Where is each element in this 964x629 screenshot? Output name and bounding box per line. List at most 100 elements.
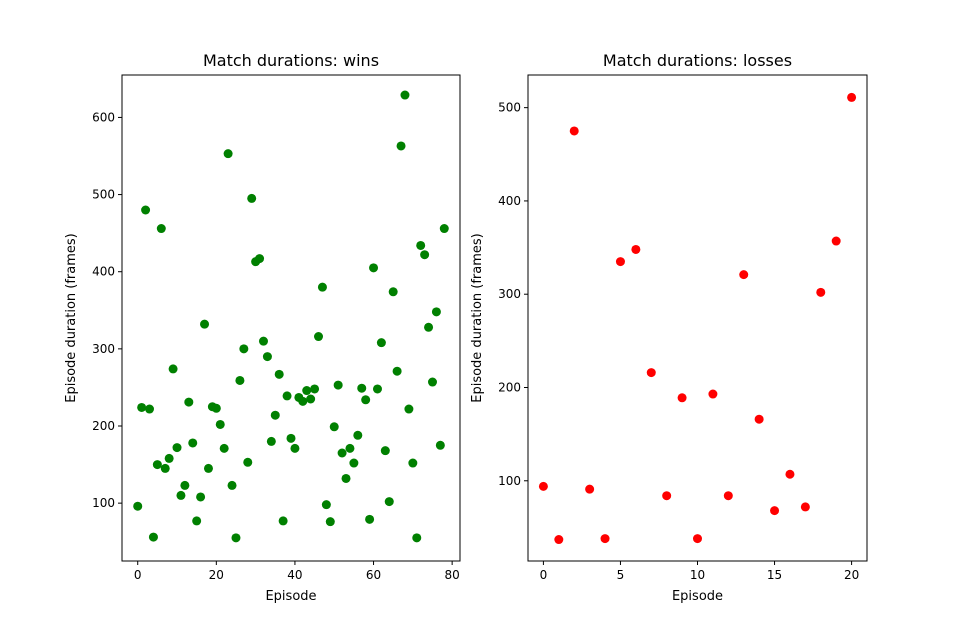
wins-data-point bbox=[235, 375, 245, 385]
wins-data-point bbox=[317, 282, 327, 292]
losses-y-tick-label: 400 bbox=[498, 194, 521, 208]
wins-y-axis-label: Episode duration (frames) bbox=[64, 233, 79, 403]
wins-data-point bbox=[365, 514, 375, 524]
wins-data-point bbox=[424, 322, 434, 332]
wins-y-tick-label: 100 bbox=[92, 496, 115, 510]
wins-data-point bbox=[372, 384, 382, 394]
wins-ticks: 0 20 40 60 80 100 200 300 400 500 600 bbox=[92, 110, 460, 582]
losses-data-point bbox=[816, 287, 826, 297]
wins-data-point bbox=[247, 193, 257, 203]
wins-x-tick-label: 20 bbox=[209, 568, 224, 582]
losses-x-tick-label: 10 bbox=[690, 568, 705, 582]
wins-data-point bbox=[420, 250, 430, 260]
losses-data-point bbox=[677, 393, 687, 403]
wins-data-point bbox=[345, 443, 355, 453]
losses-data-point bbox=[847, 92, 857, 102]
wins-data-point bbox=[188, 438, 198, 448]
wins-data-point bbox=[404, 404, 414, 414]
losses-plot-frame bbox=[527, 74, 868, 562]
wins-data-point bbox=[325, 517, 335, 527]
wins-data-point bbox=[192, 516, 202, 526]
wins-data-point bbox=[227, 480, 237, 490]
wins-data-point bbox=[274, 369, 284, 379]
wins-data-point bbox=[152, 460, 162, 470]
wins-data-point bbox=[306, 394, 316, 404]
wins-data-point bbox=[200, 319, 210, 329]
wins-data-point bbox=[196, 492, 206, 502]
wins-data-point bbox=[156, 224, 166, 234]
losses-y-tick-label: 100 bbox=[498, 474, 521, 488]
losses-data-point bbox=[585, 484, 595, 494]
wins-data-point bbox=[290, 443, 300, 453]
wins-data-point bbox=[203, 463, 213, 473]
wins-x-axis-label: Episode bbox=[265, 589, 316, 604]
wins-data-point bbox=[243, 457, 253, 467]
wins-data-point bbox=[349, 458, 359, 468]
wins-data-point bbox=[353, 430, 363, 440]
wins-plot-frame bbox=[121, 74, 461, 562]
losses-data-point bbox=[569, 126, 579, 136]
wins-data-point bbox=[215, 419, 225, 429]
wins-data-point bbox=[270, 410, 280, 420]
wins-data-point bbox=[431, 307, 441, 317]
wins-data-point bbox=[211, 403, 221, 413]
losses-y-axis-label: Episode duration (frames) bbox=[470, 233, 485, 403]
wins-data-point bbox=[176, 490, 186, 500]
wins-data-point bbox=[439, 224, 449, 234]
losses-data-point bbox=[554, 535, 564, 545]
losses-scatter-panel: 0 5 10 15 20 100 200 300 400 500 Match durations:… bbox=[470, 51, 868, 604]
wins-data-point bbox=[321, 500, 331, 510]
wins-data-point bbox=[160, 463, 170, 473]
wins-data-point bbox=[137, 402, 147, 412]
losses-data-point bbox=[754, 414, 764, 424]
wins-data-point bbox=[258, 336, 268, 346]
wins-data-point bbox=[180, 480, 190, 490]
wins-data-point bbox=[329, 422, 339, 432]
wins-data-point bbox=[412, 533, 422, 543]
losses-x-tick-label: 5 bbox=[617, 568, 625, 582]
losses-y-tick-label: 500 bbox=[498, 101, 521, 115]
wins-y-tick-label: 600 bbox=[92, 110, 115, 124]
losses-data-point bbox=[662, 491, 672, 501]
wins-data-point bbox=[231, 533, 241, 543]
wins-data-point bbox=[369, 263, 379, 273]
losses-y-tick-label: 300 bbox=[498, 287, 521, 301]
wins-y-tick-label: 300 bbox=[92, 342, 115, 356]
wins-data-point bbox=[223, 149, 233, 159]
wins-data-point bbox=[266, 436, 276, 446]
losses-data-point bbox=[831, 236, 841, 246]
losses-data-point bbox=[631, 244, 641, 254]
wins-data-point bbox=[278, 516, 288, 526]
wins-data-point bbox=[376, 338, 386, 348]
wins-x-tick-label: 40 bbox=[287, 568, 302, 582]
losses-x-tick-label: 15 bbox=[767, 568, 782, 582]
wins-data-point bbox=[392, 366, 402, 376]
wins-data-point bbox=[380, 446, 390, 456]
losses-y-tick-label: 200 bbox=[498, 380, 521, 394]
wins-points bbox=[133, 90, 449, 543]
wins-data-point bbox=[219, 443, 229, 453]
losses-x-axis-label: Episode bbox=[672, 589, 723, 604]
wins-data-point bbox=[400, 90, 410, 100]
wins-data-point bbox=[282, 391, 292, 401]
wins-scatter-panel: 0 20 40 60 80 100 200 300 400 500 600 Match durati… bbox=[64, 51, 461, 604]
wins-data-point bbox=[427, 377, 437, 387]
wins-data-point bbox=[333, 380, 343, 390]
wins-data-point bbox=[164, 453, 174, 463]
losses-data-point bbox=[538, 481, 548, 491]
wins-data-point bbox=[435, 440, 445, 450]
losses-data-point bbox=[770, 506, 780, 516]
wins-data-point bbox=[408, 458, 418, 468]
losses-x-tick-label: 0 bbox=[540, 568, 548, 582]
losses-data-point bbox=[800, 502, 810, 512]
wins-data-point bbox=[141, 205, 151, 215]
wins-data-point bbox=[314, 332, 324, 342]
wins-data-point bbox=[184, 397, 194, 407]
losses-points bbox=[538, 92, 857, 545]
wins-data-point bbox=[361, 395, 371, 405]
losses-data-point bbox=[739, 270, 749, 280]
wins-x-tick-label: 60 bbox=[366, 568, 381, 582]
wins-data-point bbox=[255, 254, 265, 264]
losses-data-point bbox=[708, 389, 718, 399]
